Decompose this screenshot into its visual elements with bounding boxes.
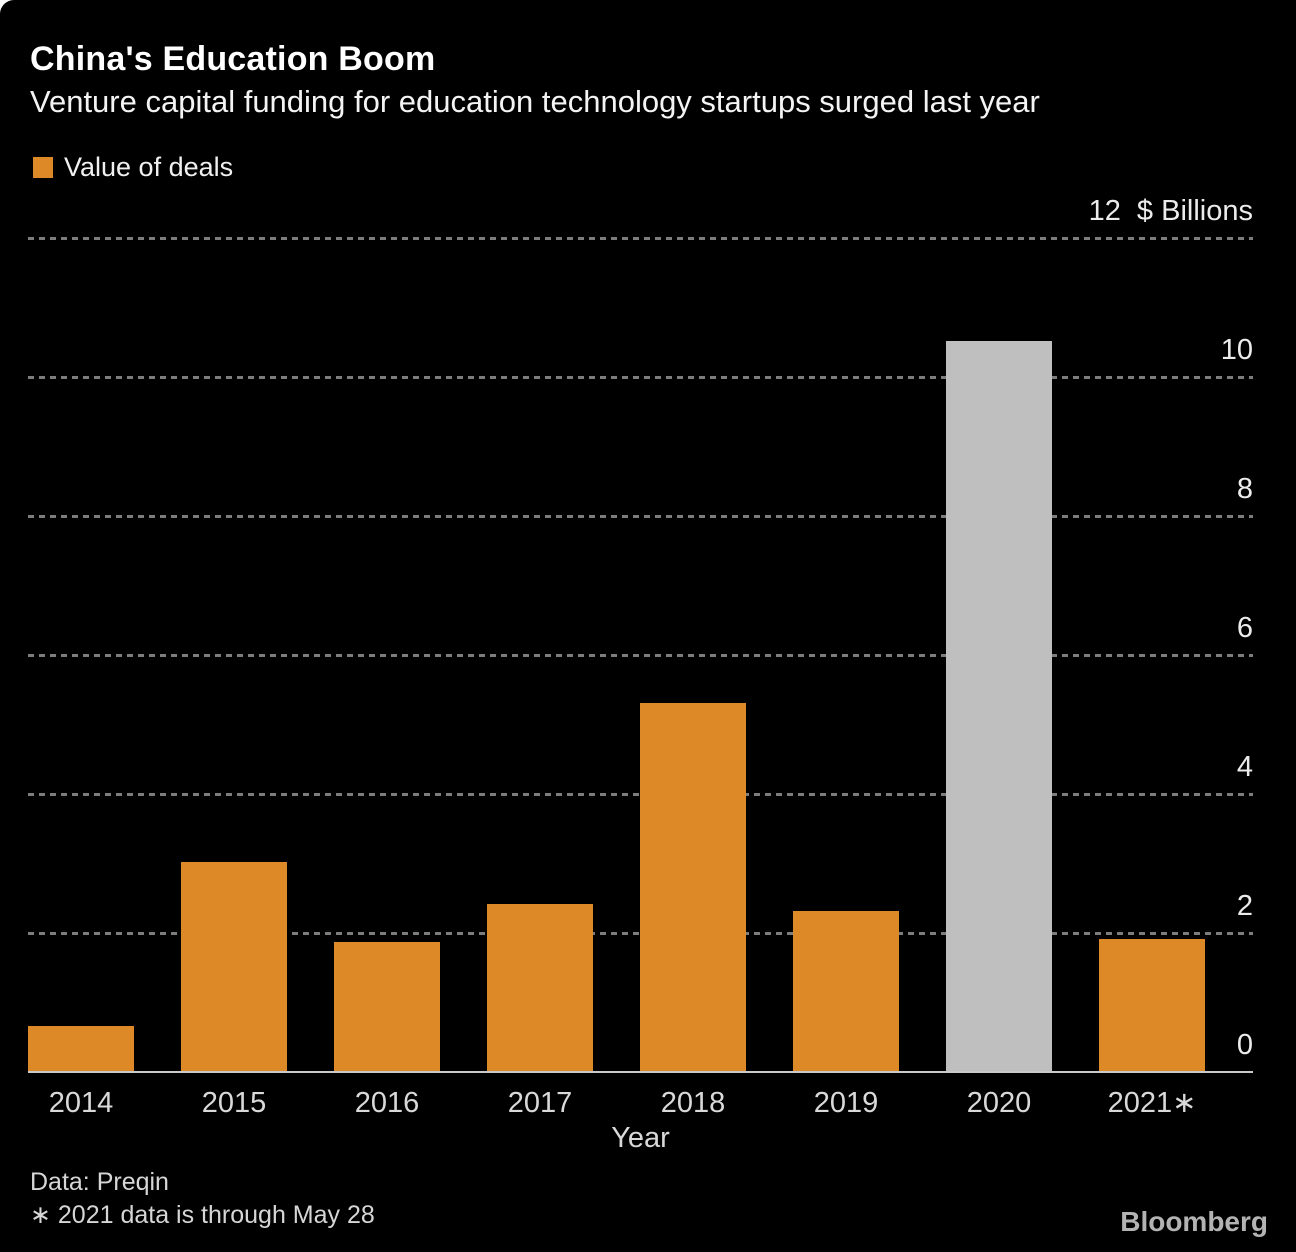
y-tick-label-12: 12 $ Billions — [1088, 195, 1253, 227]
x-tick-label-2015: 2015 — [201, 1087, 267, 1119]
x-axis-line — [28, 1071, 1253, 1073]
bar-2017 — [487, 904, 593, 1071]
x-tick-label-2019: 2019 — [813, 1087, 879, 1119]
gridline-8 — [28, 515, 1253, 518]
bloomberg-logo: Bloomberg — [1120, 1206, 1268, 1237]
gridline-6 — [28, 654, 1253, 657]
bar-2021 — [1099, 939, 1205, 1071]
x-tick-label-2018: 2018 — [660, 1087, 726, 1119]
x-tick-label-2016: 2016 — [354, 1087, 420, 1119]
bar-2018 — [640, 703, 746, 1071]
x-tick-label-2020: 2020 — [966, 1087, 1032, 1119]
y-tick-label-10: 10 — [1220, 334, 1253, 366]
y-tick-label-0: 0 — [1236, 1029, 1253, 1061]
bar-2014 — [28, 1026, 134, 1071]
data-footnote: ∗ 2021 data is through May 28 — [30, 1201, 375, 1229]
chart-subtitle: Venture capital funding for education te… — [30, 84, 1040, 119]
legend: Value of deals — [33, 152, 233, 183]
y-tick-label-8: 8 — [1236, 473, 1253, 505]
chart-title: China's Education Boom — [30, 40, 436, 78]
bar-2020 — [946, 341, 1052, 1071]
source-note: Data: Preqin — [30, 1168, 169, 1196]
x-tick-label-2014: 2014 — [48, 1087, 114, 1119]
gridline-10 — [28, 376, 1253, 379]
y-tick-label-2: 2 — [1236, 890, 1253, 922]
y-tick-label-4: 4 — [1236, 751, 1253, 783]
x-tick-label-2021: 2021∗ — [1107, 1087, 1197, 1119]
bar-2019 — [793, 911, 899, 1071]
gridline-12 — [28, 237, 1253, 240]
bar-2015 — [181, 862, 287, 1071]
x-tick-label-2017: 2017 — [507, 1087, 573, 1119]
x-axis-title: Year — [611, 1122, 670, 1154]
y-tick-label-6: 6 — [1236, 612, 1253, 644]
legend-swatch-icon — [33, 157, 53, 178]
bar-2016 — [334, 942, 440, 1071]
legend-label: Value of deals — [64, 152, 234, 182]
